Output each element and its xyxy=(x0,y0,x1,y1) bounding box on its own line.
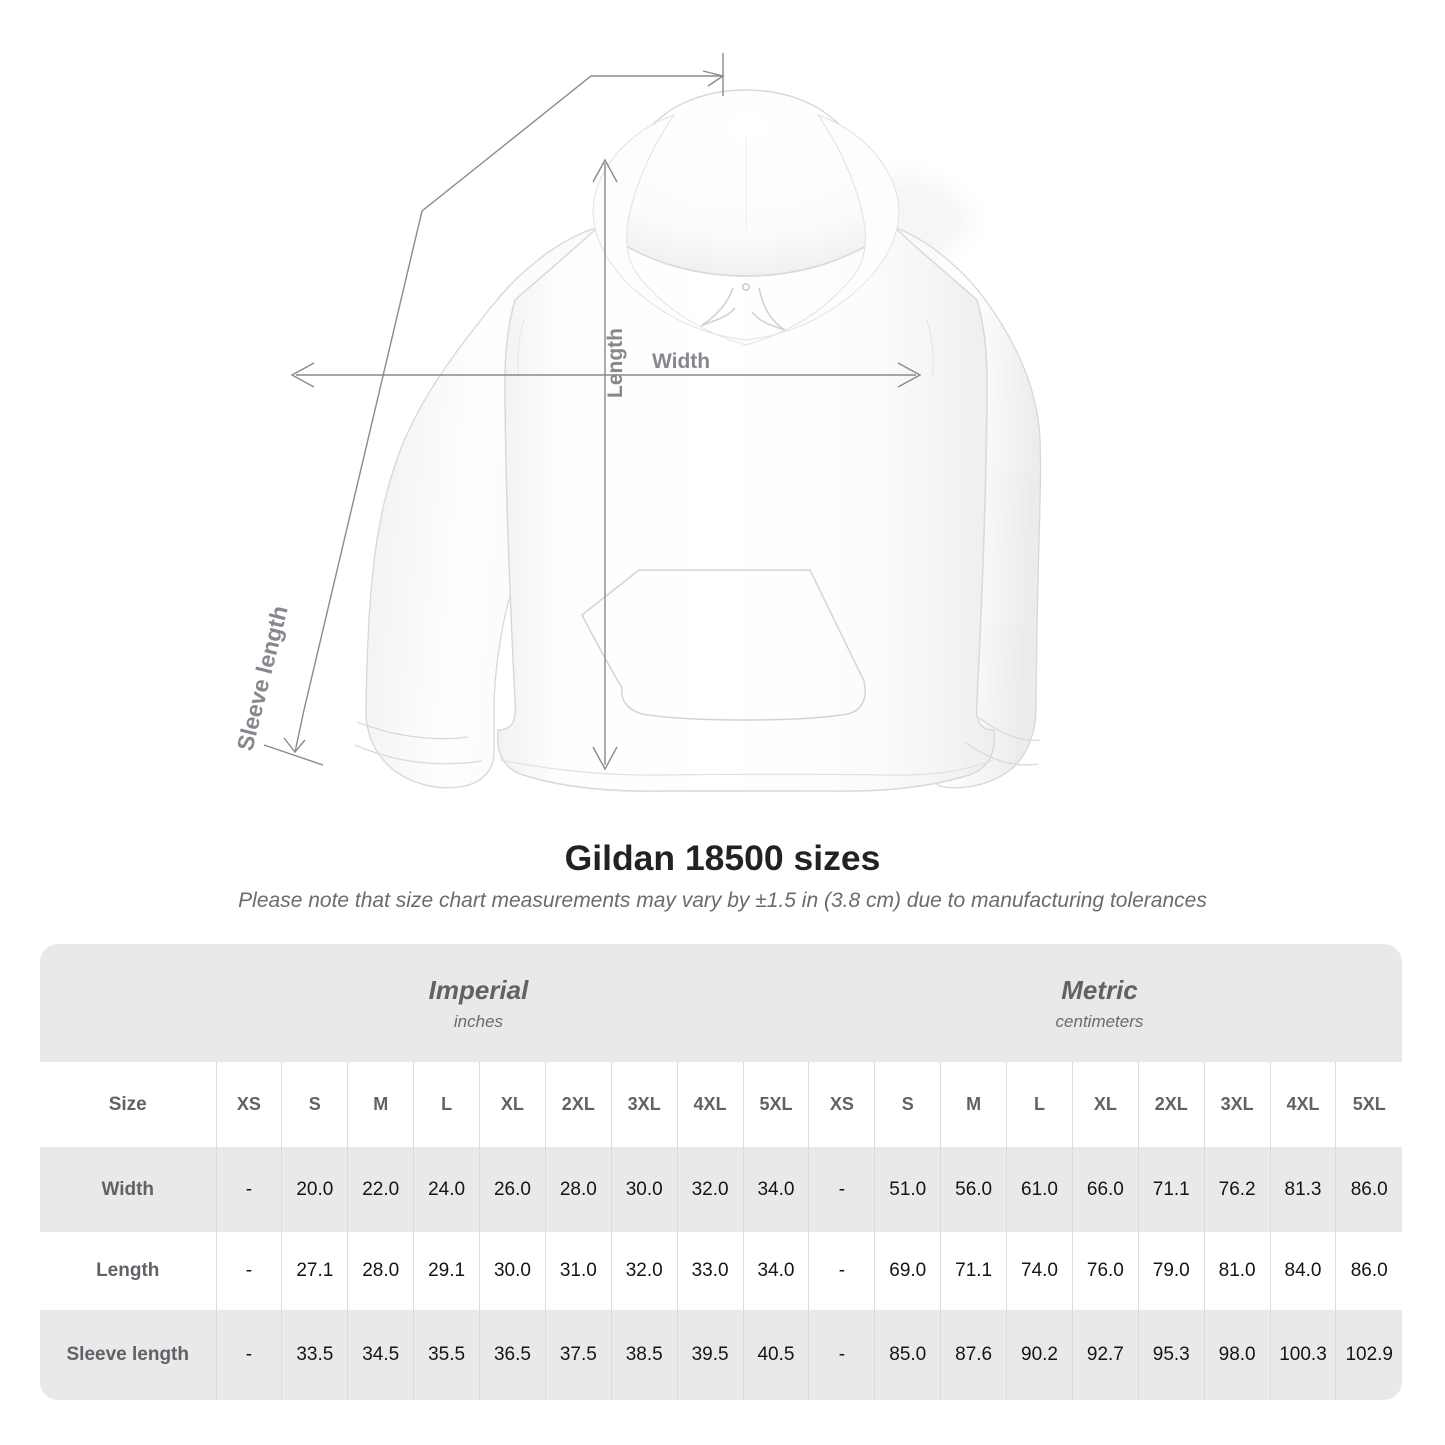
svg-text:Length: Length xyxy=(604,328,627,398)
svg-text:Sleeve length: Sleeve length xyxy=(232,603,293,753)
svg-text:Width: Width xyxy=(652,350,710,373)
